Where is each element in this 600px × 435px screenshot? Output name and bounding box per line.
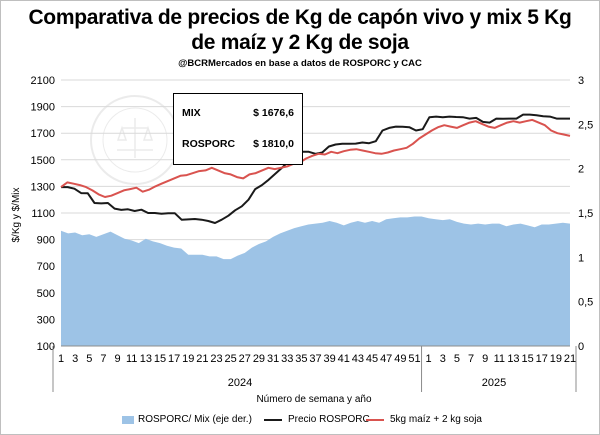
x-tick-label: 5 [86, 353, 92, 365]
value-infobox: MIX $ 1676,6 ROSPORC $ 1810,0 [173, 93, 303, 165]
x-tick-label: 7 [468, 353, 474, 365]
x-tick-label: 31 [267, 353, 279, 365]
series-area-rosporc-mix [61, 216, 570, 346]
chart-title-line2: de maíz y 2 Kg de soja [191, 31, 409, 54]
y-right-tick-label: 1,5 [578, 208, 593, 220]
ratio-area-group [61, 216, 570, 346]
x-tick-label: 51 [408, 353, 420, 365]
x-tick-label: 9 [482, 353, 488, 365]
legend-swatch-area [122, 415, 134, 424]
y-right-tick-label: 1 [578, 252, 584, 264]
x-tick-label: 11 [126, 353, 137, 365]
x-tick-label: 3 [72, 353, 78, 365]
y-left-tick-label: 1700 [31, 128, 55, 140]
series-line-mix [60, 118, 571, 198]
x-tick-label: 37 [309, 353, 321, 365]
x-tick-label: 21 [196, 353, 208, 365]
series-line-precio-rosporc [61, 113, 570, 224]
y-right-tick-label: 2,5 [578, 119, 593, 131]
year-label-2025: 2025 [482, 377, 506, 389]
x-tick-label: 3 [440, 353, 446, 365]
rosporc-label: ROSPORC [182, 138, 236, 150]
legend-item-black: Precio ROSPORC [264, 414, 370, 425]
x-tick-label: 1 [58, 353, 64, 365]
y-left-tick-label: 1900 [31, 102, 55, 114]
x-tick-label: 19 [182, 353, 194, 365]
mix-value: $ 1676,6 [253, 107, 294, 119]
x-tick-label: 27 [239, 353, 251, 365]
x-tick-label: 17 [536, 353, 548, 365]
y-left-tick-label: 300 [37, 314, 55, 326]
x-tick-label: 15 [521, 353, 533, 365]
x-tick-label: 13 [140, 353, 152, 365]
y-left-tick-label: 2100 [31, 75, 55, 87]
x-tick-label: 25 [225, 353, 237, 365]
axes: 100 300 500 700 900 1100 1300 1500 1700 1900 2100 0… [31, 75, 593, 392]
legend-label-red: 5kg maíz + 2 kg soja [390, 414, 482, 425]
y-right-tick-label: 0 [578, 341, 584, 353]
x-tick-label: 15 [154, 353, 166, 365]
y-left-tick-label: 500 [37, 288, 55, 300]
x-tick-label: 5 [454, 353, 460, 365]
x-tick-label: 41 [338, 353, 350, 365]
x-tick-label: 9 [114, 353, 120, 365]
legend: ROSPORC/ Mix (eje der.) Precio ROSPORC 5… [0, 414, 600, 428]
year-label-2024: 2024 [228, 377, 252, 389]
chart-subtitle: @BCRMercados en base a datos de ROSPORC … [178, 58, 422, 69]
x-axis-label: Número de semana y año [256, 394, 372, 405]
rosporc-value: $ 1810,0 [253, 138, 294, 150]
legend-item-red: 5kg maíz + 2 kg soja [366, 414, 482, 425]
x-tick-label: 39 [324, 353, 336, 365]
y-right-tick-label: 0,5 [578, 297, 593, 309]
x-tick-label: 29 [253, 353, 265, 365]
y-left-tick-label: 1100 [31, 208, 55, 220]
x-tick-label: 33 [281, 353, 293, 365]
x-tick-label: 45 [366, 353, 378, 365]
x-tick-label: 7 [100, 353, 106, 365]
legend-label-area: ROSPORC/ Mix (eje der.) [138, 414, 252, 425]
mix-label: MIX [182, 107, 201, 119]
x-tick-label: 35 [295, 353, 307, 365]
x-tick-label: 19 [550, 353, 562, 365]
y-left-tick-label: 100 [37, 341, 55, 353]
y-left-tick-label: 1500 [31, 155, 55, 167]
legend-label-black: Precio ROSPORC [288, 414, 370, 425]
x-tick-label: 1 [426, 353, 432, 365]
x-tick-label: 13 [507, 353, 519, 365]
y-left-tick-label: 1300 [31, 181, 55, 193]
watermark-seal [90, 95, 180, 185]
y-right-tick-label: 2 [578, 164, 584, 176]
chart-title-line1: Comparativa de precios de Kg de capón vi… [28, 6, 572, 29]
legend-swatch-red [366, 418, 384, 421]
y-right-tick-label: 3 [578, 75, 584, 87]
x-tick-label: 17 [168, 353, 180, 365]
x-tick-label: 47 [380, 353, 392, 365]
y-axis-label: $/Kg y $/Mix [11, 187, 22, 242]
x-tick-label: 23 [210, 353, 222, 365]
x-tick-label: 43 [352, 353, 364, 365]
x-tick-label: 21 [564, 353, 576, 365]
legend-item-area: ROSPORC/ Mix (eje der.) [122, 414, 252, 425]
legend-swatch-black [264, 418, 282, 421]
y-left-tick-label: 700 [37, 261, 55, 273]
y-left-tick-label: 900 [37, 235, 55, 247]
lines-group [60, 113, 571, 224]
x-tick-label: 49 [394, 353, 406, 365]
x-tick-label: 11 [494, 353, 505, 365]
